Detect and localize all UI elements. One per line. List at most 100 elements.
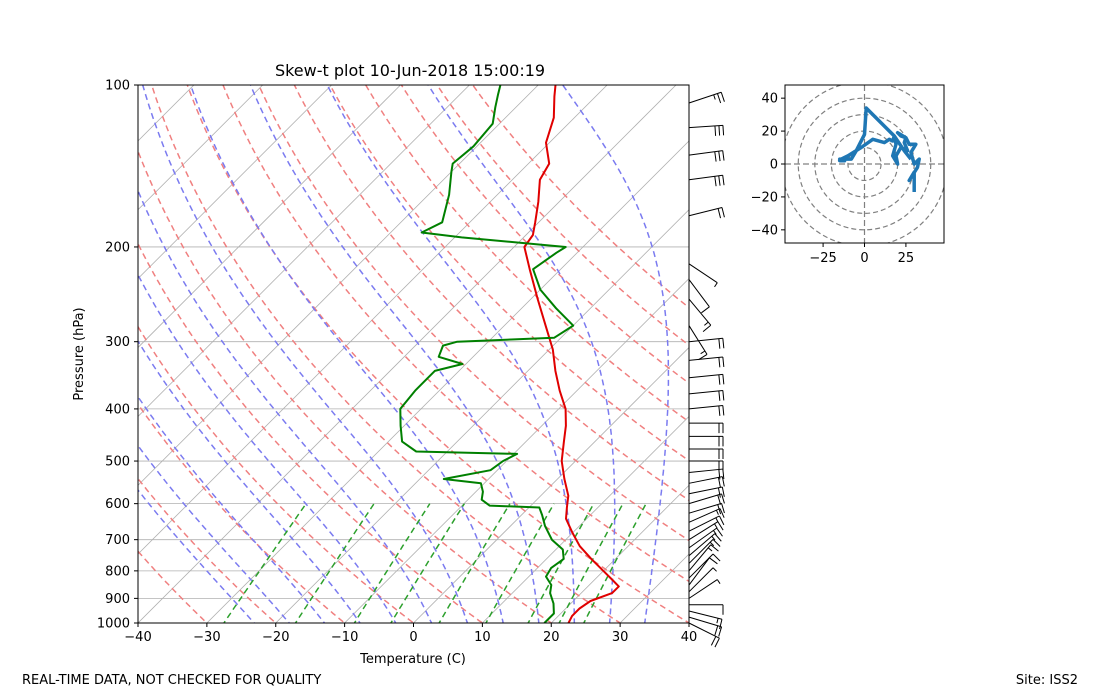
hodo-y-tick-label: 0 (770, 158, 778, 173)
temperature-profile (523, 85, 620, 623)
y-tick-label: 500 (105, 455, 130, 470)
isotherm-line (138, 85, 195, 142)
wind-barb (688, 263, 718, 288)
wind-barb (688, 325, 708, 361)
isotherm-line (138, 85, 608, 555)
dry-adiabat (138, 325, 415, 623)
mixing-ratio-line (390, 503, 466, 623)
wind-barb (688, 622, 720, 648)
x-tick-label: 0 (409, 630, 417, 645)
isotherm-line (138, 85, 264, 211)
dewpoint-profile (399, 85, 575, 623)
wind-barb (688, 373, 725, 385)
wind-barb (688, 356, 725, 368)
moist-adiabat (138, 444, 291, 623)
y-tick-label: 1000 (97, 617, 130, 632)
dry-adiabat (222, 85, 689, 583)
moist-adiabat (427, 85, 616, 623)
dry-adiabat (138, 402, 346, 623)
dry-adiabat (293, 85, 689, 502)
wind-barb (688, 279, 710, 314)
hodo-x-tick-label: −25 (809, 251, 836, 266)
x-tick-label: 10 (474, 630, 491, 645)
isotherm-line (138, 85, 402, 349)
mixing-ratio-line (527, 503, 595, 623)
wind-barb (688, 539, 721, 564)
wind-barb (688, 521, 724, 541)
moist-adiabat (138, 188, 433, 623)
x-tick-label: 30 (612, 630, 629, 645)
site-label: Site: ISS2 (1015, 673, 1078, 688)
dry-adiabat (138, 149, 553, 623)
wind-barb (688, 150, 725, 162)
skewt-x-axis-label: Temperature (C) (359, 652, 466, 667)
hodo-x-tick-label: 0 (860, 251, 868, 266)
wind-barb (688, 533, 722, 557)
moist-adiabat (138, 339, 361, 623)
mixing-ratio-line (438, 503, 511, 623)
moist-adiabat (138, 273, 397, 623)
isotherm-line (344, 278, 689, 623)
dry-adiabat (138, 477, 277, 623)
isotherm-line (138, 85, 470, 417)
dry-adiabat (364, 85, 689, 423)
wind-barb (688, 91, 725, 104)
x-tick-label: −30 (193, 630, 220, 645)
skewt-panel: Skew-t plot 10-Jun-2018 15:00:19 −40 −30−… (0, 61, 725, 667)
hodograph-panel: −25 0 25 −40 −20 0 20 40 (751, 84, 945, 266)
x-tick-label: −20 (262, 630, 289, 645)
dry-adiabat (138, 550, 208, 623)
isotherm-line (481, 415, 689, 623)
x-tick-label: −10 (331, 630, 358, 645)
wind-barb (688, 579, 721, 599)
hodo-y-tick-label: −20 (751, 190, 778, 205)
dry-adiabat (186, 85, 689, 623)
y-tick-label: 600 (105, 497, 130, 512)
mixing-ratio-line (353, 503, 431, 623)
y-tick-label: 200 (105, 240, 130, 255)
wind-barb (688, 174, 725, 187)
dry-adiabat (329, 85, 689, 462)
dry-adiabat (138, 242, 484, 623)
wind-barb (688, 508, 725, 523)
hodograph-rings (785, 85, 944, 243)
wind-barb (688, 389, 725, 401)
wind-barbs (688, 91, 725, 648)
wind-barb (688, 124, 725, 136)
hodo-x-tick-label: 25 (898, 251, 915, 266)
isotherm-line (275, 209, 689, 623)
isotherm-line (138, 85, 333, 280)
wind-barb (688, 502, 725, 515)
dry-adiabat (471, 85, 689, 309)
wind-barb (689, 422, 724, 434)
wind-barb (688, 493, 725, 505)
dry-adiabat (150, 85, 622, 623)
wind-barb (689, 435, 724, 447)
wind-barb (688, 298, 712, 332)
dry-adiabat (436, 85, 689, 347)
moist-adiabat (326, 85, 576, 623)
skewt-x-ticks: −40 −30 −20 −10 0 10 20 30 40 (124, 623, 697, 645)
mixing-ratio-line (294, 503, 375, 623)
hodo-y-tick-label: 20 (761, 125, 778, 140)
skewt-y-axis-label: Pressure (hPa) (72, 307, 87, 400)
mixing-ratio-line (558, 503, 624, 623)
hodo-y-tick-label: −40 (751, 223, 778, 238)
isotherm-line (688, 622, 689, 623)
wind-barb (688, 405, 725, 416)
mixing-ratio-line (582, 503, 647, 623)
wind-barb (688, 553, 721, 579)
isotherm-line (0, 73, 137, 634)
skewt-reference-lines (138, 85, 689, 623)
x-tick-label: 40 (681, 630, 698, 645)
moist-adiabat (189, 85, 504, 623)
mixing-ratio-line (485, 503, 555, 623)
y-tick-label: 700 (105, 533, 130, 548)
wind-barb (688, 616, 723, 637)
isotherm-line (206, 140, 689, 623)
moist-adiabat (138, 488, 256, 623)
skewt-gridlines (0, 73, 689, 634)
mixing-ratio-line (222, 503, 307, 623)
wind-barb (689, 604, 724, 615)
